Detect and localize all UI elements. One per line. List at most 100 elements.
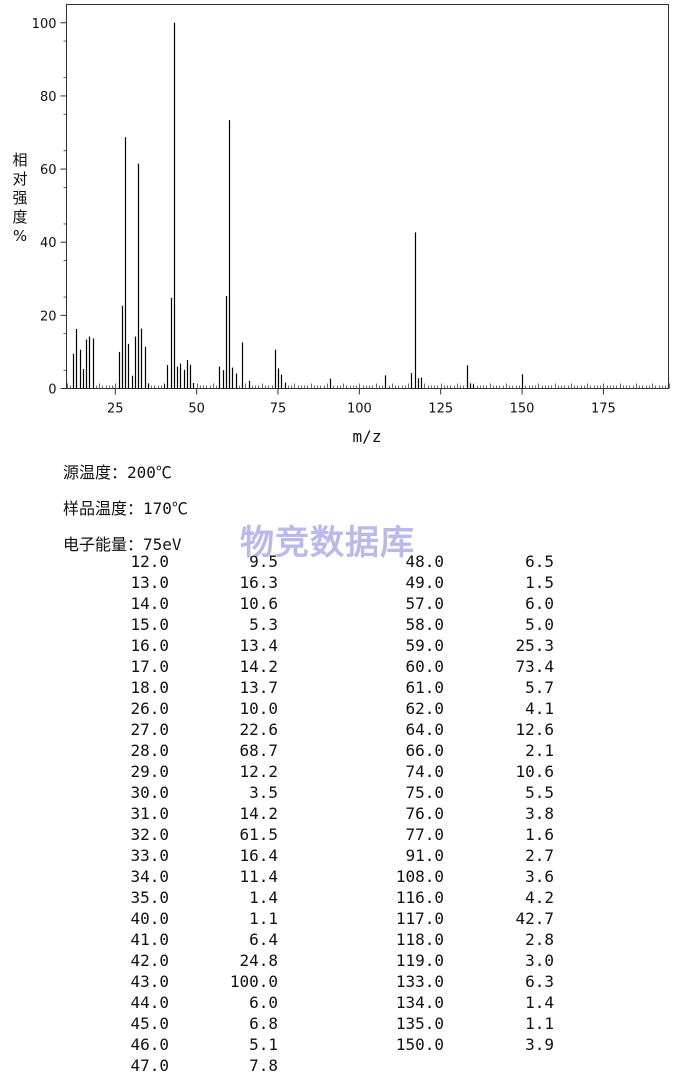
peak-intensity: 6.8 bbox=[249, 1014, 278, 1033]
peak-mz: 18.0 bbox=[130, 678, 169, 697]
x-tick-label: 175 bbox=[591, 402, 616, 417]
peak-mz: 32.0 bbox=[130, 825, 169, 844]
peak-intensity: 5.7 bbox=[525, 678, 554, 697]
peak-intensity: 5.5 bbox=[525, 783, 554, 802]
peak-intensity: 11.4 bbox=[239, 867, 278, 886]
peak-intensity: 16.4 bbox=[239, 846, 278, 865]
peak-intensity: 42.7 bbox=[515, 909, 554, 928]
peak-intensity: 10.0 bbox=[239, 699, 278, 718]
peak-mz: 77.0 bbox=[405, 825, 444, 844]
y-tick-label: 0 bbox=[48, 383, 56, 398]
peak-mz: 31.0 bbox=[130, 804, 169, 823]
peak-mz: 134.0 bbox=[395, 993, 444, 1012]
peak-intensity: 4.2 bbox=[525, 888, 554, 907]
peak-intensity: 5.3 bbox=[249, 615, 278, 634]
peak-mz: 45.0 bbox=[130, 1014, 169, 1033]
y-tick-label: 100 bbox=[32, 17, 57, 32]
spectrum-peaks bbox=[72, 22, 524, 389]
peak-mz: 62.0 bbox=[405, 699, 444, 718]
peak-mz: 46.0 bbox=[130, 1035, 169, 1054]
peak-intensity: 2.1 bbox=[525, 741, 554, 760]
plot-frame bbox=[66, 4, 669, 389]
peak-intensity: 6.5 bbox=[525, 552, 554, 571]
peak-intensity: 13.4 bbox=[239, 636, 278, 655]
y-tick-label: 80 bbox=[40, 90, 57, 105]
x-tick-label: 75 bbox=[270, 402, 287, 417]
peak-intensity: 1.5 bbox=[525, 573, 554, 592]
peak-intensity: 100.0 bbox=[229, 972, 278, 991]
peak-intensity: 61.5 bbox=[239, 825, 278, 844]
x-axis-label: m/z bbox=[353, 427, 382, 446]
peak-mz: 59.0 bbox=[405, 636, 444, 655]
peak-mz: 57.0 bbox=[405, 594, 444, 613]
peak-mz: 48.0 bbox=[405, 552, 444, 571]
peak-intensity: 3.9 bbox=[525, 1035, 554, 1054]
peak-mz: 30.0 bbox=[130, 783, 169, 802]
x-tick-label: 100 bbox=[347, 402, 372, 417]
sample-temperature: 样品温度：170℃ bbox=[63, 499, 188, 518]
peak-intensity: 3.5 bbox=[249, 783, 278, 802]
peak-intensity: 14.2 bbox=[239, 657, 278, 676]
peak-intensity: 68.7 bbox=[239, 741, 278, 760]
peak-mz: 26.0 bbox=[130, 699, 169, 718]
peak-intensity: 9.5 bbox=[249, 552, 278, 571]
peak-intensity: 12.2 bbox=[239, 762, 278, 781]
peak-intensity: 5.1 bbox=[249, 1035, 278, 1054]
peak-mz: 116.0 bbox=[395, 888, 444, 907]
peak-mz: 61.0 bbox=[405, 678, 444, 697]
x-tick-label: 125 bbox=[428, 402, 453, 417]
peak-intensity: 6.0 bbox=[249, 993, 278, 1012]
peak-mz: 15.0 bbox=[130, 615, 169, 634]
peak-mz: 16.0 bbox=[130, 636, 169, 655]
peak-intensity: 6.3 bbox=[525, 972, 554, 991]
peak-mz: 108.0 bbox=[395, 867, 444, 886]
peak-intensity: 25.3 bbox=[515, 636, 554, 655]
peak-intensity: 2.7 bbox=[525, 846, 554, 865]
peak-intensity: 3.6 bbox=[525, 867, 554, 886]
peak-intensity: 1.4 bbox=[249, 888, 278, 907]
x-tick-label: 50 bbox=[188, 402, 205, 417]
peak-intensity: 1.6 bbox=[525, 825, 554, 844]
peak-intensity: 10.6 bbox=[239, 594, 278, 613]
peak-mz: 91.0 bbox=[405, 846, 444, 865]
peak-mz: 58.0 bbox=[405, 615, 444, 634]
peak-mz: 27.0 bbox=[130, 720, 169, 739]
peak-intensity: 10.6 bbox=[515, 762, 554, 781]
peak-intensity: 73.4 bbox=[515, 657, 554, 676]
x-tick-label: 25 bbox=[107, 402, 124, 417]
peak-mz: 64.0 bbox=[405, 720, 444, 739]
peak-mz: 75.0 bbox=[405, 783, 444, 802]
peak-mz: 117.0 bbox=[395, 909, 444, 928]
peak-intensity: 1.4 bbox=[525, 993, 554, 1012]
peak-mz: 33.0 bbox=[130, 846, 169, 865]
peak-mz: 29.0 bbox=[130, 762, 169, 781]
peak-mz: 119.0 bbox=[395, 951, 444, 970]
peak-mz: 28.0 bbox=[130, 741, 169, 760]
y-tick-label: 20 bbox=[40, 309, 57, 324]
peak-intensity: 16.3 bbox=[239, 573, 278, 592]
peak-intensity: 7.8 bbox=[249, 1056, 278, 1075]
electron-energy: 电子能量：75eV bbox=[63, 535, 182, 554]
peak-mz: 135.0 bbox=[395, 1014, 444, 1033]
peak-intensity: 2.8 bbox=[525, 930, 554, 949]
y-tick-label: 60 bbox=[40, 163, 57, 178]
peak-intensity: 5.0 bbox=[525, 615, 554, 634]
y-axis-label: 相对强度% bbox=[12, 151, 27, 245]
peak-mz: 35.0 bbox=[130, 888, 169, 907]
peak-intensity: 3.0 bbox=[525, 951, 554, 970]
peak-mz: 76.0 bbox=[405, 804, 444, 823]
peak-intensity: 14.2 bbox=[239, 804, 278, 823]
peak-mz: 118.0 bbox=[395, 930, 444, 949]
peak-mz: 150.0 bbox=[395, 1035, 444, 1054]
peak-mz: 34.0 bbox=[130, 867, 169, 886]
x-minor-ticks bbox=[67, 383, 670, 389]
peak-mz: 43.0 bbox=[130, 972, 169, 991]
peak-mz: 66.0 bbox=[405, 741, 444, 760]
x-tick-label: 150 bbox=[510, 402, 535, 417]
peak-mz: 40.0 bbox=[130, 909, 169, 928]
peak-intensity: 24.8 bbox=[239, 951, 278, 970]
peak-mz: 44.0 bbox=[130, 993, 169, 1012]
y-tick-label: 40 bbox=[40, 236, 57, 251]
peak-intensity: 6.0 bbox=[525, 594, 554, 613]
peak-mz: 13.0 bbox=[130, 573, 169, 592]
